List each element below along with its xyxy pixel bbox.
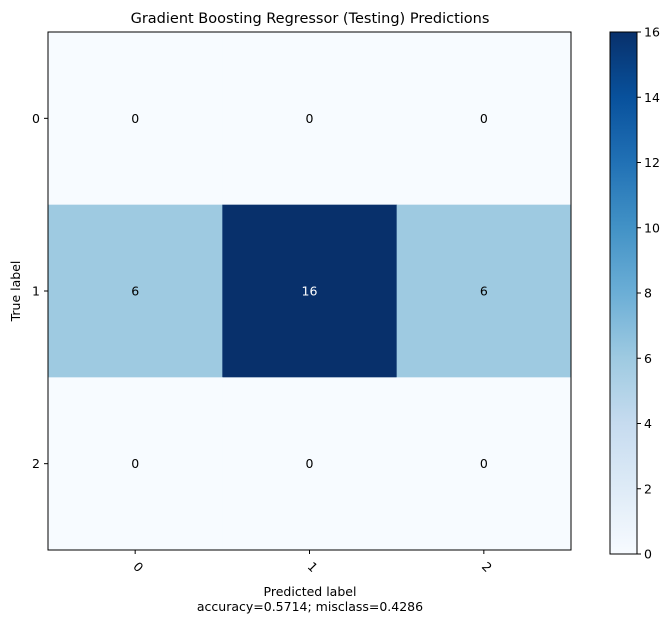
cell-value-label: 0 [131,111,139,126]
colorbar-tick-label: 2 [644,481,652,496]
cell-value-label: 6 [131,284,139,299]
colorbar-tick-label: 12 [644,155,660,170]
cell-value-labels: 0 0 0 6 16 6 0 0 0 [131,111,488,471]
colorbar-ticks: 0 2 4 6 8 10 12 14 16 [637,25,660,562]
x-axis: 0 1 2 [130,550,495,575]
colorbar-tick-label: 16 [644,25,660,40]
y-axis: 0 1 2 [32,111,48,471]
heatmap-cell [222,377,398,551]
cell-value-label: 0 [306,456,314,471]
heatmap-cell [396,32,572,206]
colorbar-tick-label: 8 [644,286,652,301]
y-tick-label: 0 [32,111,40,126]
colorbar-tick-label: 6 [644,351,652,366]
heatmap-cell [396,377,572,551]
cell-value-label: 0 [131,456,139,471]
colorbar [610,32,637,554]
cell-value-label: 6 [480,284,488,299]
heatmap-cell [222,204,398,378]
cell-value-label: 0 [480,456,488,471]
y-tick-label: 2 [32,456,40,471]
heatmap-cells [48,32,572,551]
x-axis-label: Predicted label [264,584,357,599]
y-tick-label: 1 [32,284,40,299]
colorbar-tick-label: 0 [644,547,652,562]
heatmap-cell [396,204,572,378]
colorbar-tick-label: 10 [644,220,660,235]
heatmap-cell [48,204,223,378]
heatmap-cell [48,32,223,206]
cell-value-label: 0 [480,111,488,126]
y-axis-label: True label [8,261,23,323]
chart-title: Gradient Boosting Regressor (Testing) Pr… [131,11,490,27]
x-tick-label: 0 [130,559,146,575]
colorbar-tick-label: 4 [644,416,652,431]
colorbar-tick-label: 14 [644,90,660,105]
cell-value-label: 0 [306,111,314,126]
x-axis-sublabel: accuracy=0.5714; misclass=0.4286 [197,599,423,614]
x-tick-label: 1 [305,559,321,575]
heatmap-cell [48,377,223,551]
x-tick-label: 2 [479,559,495,575]
cell-value-label: 16 [302,284,318,299]
heatmap-cell [222,32,398,206]
